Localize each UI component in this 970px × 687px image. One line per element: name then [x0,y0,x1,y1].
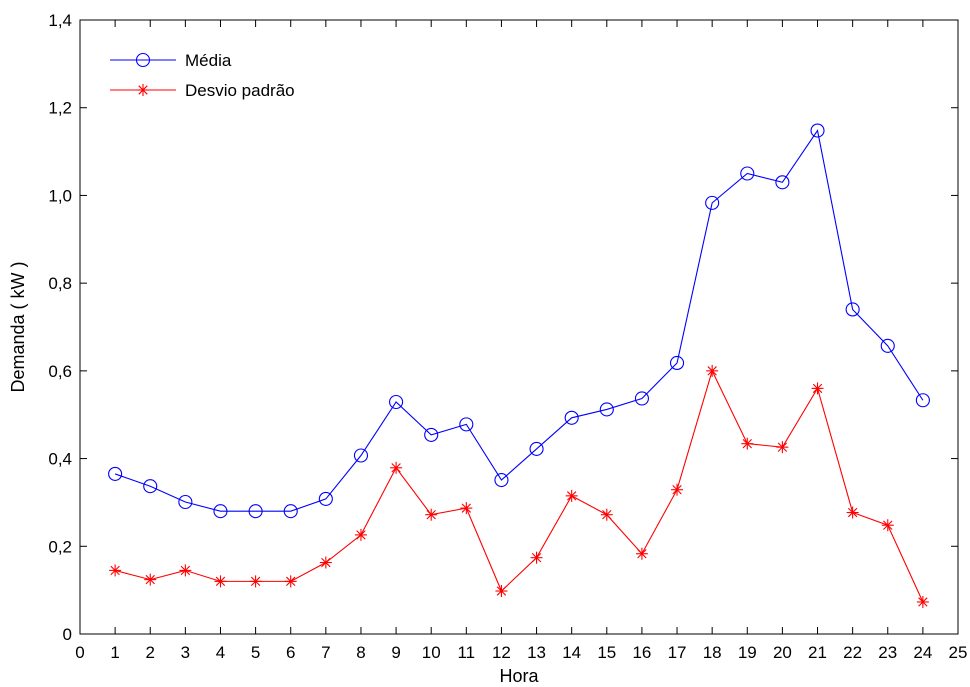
x-tick-label: 8 [356,643,365,662]
series-media [108,123,930,519]
x-tick-label: 24 [913,643,932,662]
data-point [635,547,648,560]
data-point [424,427,439,442]
y-tick-label: 1,2 [48,99,72,118]
data-point [213,504,228,519]
data-point [775,175,790,190]
x-tick-label: 9 [391,643,400,662]
data-point [108,466,123,481]
x-tick-label: 22 [843,643,862,662]
data-point [564,410,579,425]
y-axis-title: Demanda ( kW ) [8,261,28,392]
data-point [776,441,789,454]
legend-item: Desvio padrão [110,81,295,100]
data-point [741,437,754,450]
data-point [144,573,157,586]
x-axis-ticks: 0 1 2 3 4 5 6 7 8 9 10 11 12 13 14 15 16 17 18 19 20 21 22 23 24… [75,20,967,662]
data-point [916,595,929,608]
y-tick-label: 0,2 [48,537,72,556]
y-tick-label: 1,4 [48,11,72,30]
legend: Média Desvio padrão [110,51,295,100]
data-point [671,483,684,496]
data-point [318,491,333,506]
data-point [495,585,508,598]
x-tick-label: 13 [527,643,546,662]
data-point [846,506,859,519]
data-point [810,123,825,138]
y-tick-label: 0,8 [48,274,72,293]
x-tick-label: 23 [878,643,897,662]
x-tick-label: 20 [773,643,792,662]
x-tick-label: 1 [110,643,119,662]
data-point [284,575,297,588]
x-tick-label: 7 [321,643,330,662]
legend-label: Média [185,51,232,70]
x-tick-label: 6 [286,643,295,662]
data-point [353,448,369,463]
legend-label: Desvio padrão [185,81,295,100]
data-point [669,355,685,371]
y-tick-label: 0,4 [48,450,72,469]
data-point [460,502,473,515]
y-tick-label: 0 [63,625,72,644]
x-tick-label: 3 [181,643,190,662]
data-point [706,364,719,377]
data-point [319,556,332,569]
x-tick-label: 25 [949,643,968,662]
legend-marker [135,52,151,68]
data-point [529,441,544,456]
data-point [390,461,403,474]
data-point [634,391,649,406]
data-point [915,393,930,408]
x-tick-label: 21 [808,643,827,662]
data-point [389,394,404,410]
x-tick-label: 11 [457,643,475,662]
data-point [109,564,122,577]
x-tick-label: 16 [632,643,651,662]
legend-marker [137,84,149,96]
data-point [565,489,578,502]
data-point [178,494,193,510]
x-tick-label: 14 [562,643,581,662]
data-point [425,508,438,521]
data-point [881,519,894,532]
data-point [494,473,509,488]
data-point [459,417,474,432]
plot-area [79,19,959,635]
data-point [880,338,895,353]
x-tick-label: 17 [668,643,687,662]
x-tick-label: 19 [738,643,757,662]
x-tick-label: 18 [703,643,722,662]
series-layer [108,123,930,608]
series-desvio-padrao [109,364,929,608]
data-point [811,382,824,395]
y-axis-ticks: 0 0,2 0,4 0,6 0,8 1,0 1,2 1,4 [48,11,958,644]
data-point [354,528,367,541]
x-tick-label: 15 [597,643,616,662]
data-point [740,166,755,181]
data-point [214,575,227,588]
data-point [179,564,192,577]
x-axis-title: Hora [499,666,539,686]
data-point [249,575,262,588]
data-point [530,551,543,564]
data-point [599,402,614,417]
data-point [845,302,860,317]
x-tick-label: 0 [75,643,84,662]
series-line [114,129,924,512]
x-tick-label: 4 [216,643,225,662]
x-tick-label: 5 [251,643,260,662]
data-point [600,508,613,521]
legend-item: Média [110,51,232,70]
y-tick-label: 0,6 [48,362,72,381]
data-point [143,479,158,494]
x-tick-label: 12 [492,643,511,662]
y-tick-label: 1,0 [48,186,72,205]
x-tick-label: 10 [422,643,441,662]
data-point [283,504,298,519]
x-tick-label: 2 [146,643,155,662]
data-point [248,504,263,519]
data-point [705,195,720,210]
